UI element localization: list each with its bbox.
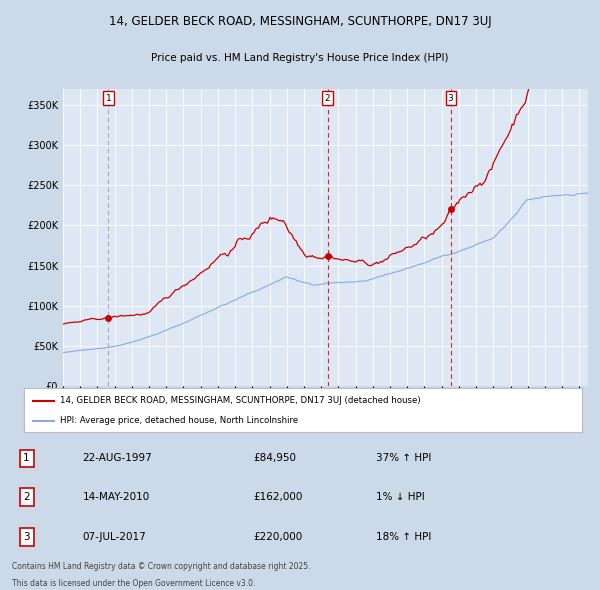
Text: £162,000: £162,000: [253, 492, 302, 502]
Text: 14, GELDER BECK ROAD, MESSINGHAM, SCUNTHORPE, DN17 3UJ (detached house): 14, GELDER BECK ROAD, MESSINGHAM, SCUNTH…: [60, 396, 421, 405]
Text: £220,000: £220,000: [253, 532, 302, 542]
Text: 14-MAY-2010: 14-MAY-2010: [82, 492, 149, 502]
Text: 2: 2: [23, 492, 30, 502]
Text: £84,950: £84,950: [253, 453, 296, 463]
Text: 07-JUL-2017: 07-JUL-2017: [82, 532, 146, 542]
Text: 18% ↑ HPI: 18% ↑ HPI: [376, 532, 432, 542]
Text: 2: 2: [325, 94, 331, 103]
Text: 1: 1: [106, 94, 112, 103]
Text: 1: 1: [23, 453, 30, 463]
Text: 37% ↑ HPI: 37% ↑ HPI: [376, 453, 432, 463]
Text: Contains HM Land Registry data © Crown copyright and database right 2025.: Contains HM Land Registry data © Crown c…: [12, 562, 311, 572]
Text: 1% ↓ HPI: 1% ↓ HPI: [376, 492, 425, 502]
Text: This data is licensed under the Open Government Licence v3.0.: This data is licensed under the Open Gov…: [12, 579, 256, 588]
Text: 3: 3: [23, 532, 30, 542]
Text: 14, GELDER BECK ROAD, MESSINGHAM, SCUNTHORPE, DN17 3UJ: 14, GELDER BECK ROAD, MESSINGHAM, SCUNTH…: [109, 15, 491, 28]
Text: HPI: Average price, detached house, North Lincolnshire: HPI: Average price, detached house, Nort…: [60, 417, 298, 425]
Text: 22-AUG-1997: 22-AUG-1997: [82, 453, 152, 463]
Text: Price paid vs. HM Land Registry's House Price Index (HPI): Price paid vs. HM Land Registry's House …: [151, 53, 449, 63]
Text: 3: 3: [448, 94, 454, 103]
